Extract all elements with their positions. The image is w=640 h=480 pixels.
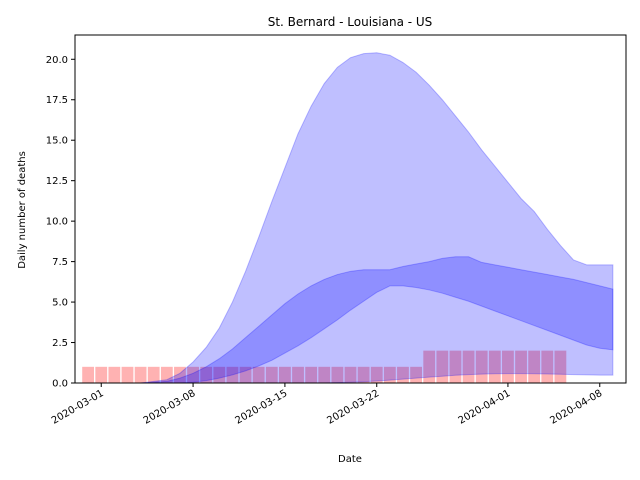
- deaths-bar: [239, 366, 252, 383]
- chart-title: St. Bernard - Louisiana - US: [268, 15, 433, 29]
- deaths-bar: [410, 366, 422, 383]
- deaths-bar: [357, 366, 370, 383]
- x-tick-label: 2020-03-22: [325, 388, 381, 427]
- y-tick-label: 12.5: [46, 176, 68, 187]
- x-tick-label: 2020-03-08: [142, 388, 198, 427]
- y-tick-label: 15.0: [46, 136, 68, 147]
- deaths-bar: [397, 366, 409, 383]
- deaths-bar: [436, 350, 449, 383]
- deaths-bar: [121, 366, 134, 383]
- deaths-bar: [108, 366, 121, 383]
- deaths-bar: [502, 350, 514, 383]
- deaths-bar: [475, 350, 488, 383]
- deaths-bar: [305, 366, 318, 383]
- deaths-bar: [515, 350, 527, 383]
- x-tick-label: 2020-04-08: [548, 388, 604, 427]
- deaths-bar: [147, 366, 160, 383]
- deaths-bar: [82, 366, 95, 383]
- inner-prediction-band: [140, 256, 614, 384]
- deaths-bar: [423, 350, 436, 383]
- deaths-bar: [318, 366, 331, 383]
- x-axis-title: Date: [338, 454, 362, 465]
- y-tick-label: 5.0: [52, 298, 68, 309]
- x-tick-label: 2020-03-01: [50, 388, 106, 427]
- deaths-bar: [528, 350, 541, 383]
- plot-area: [82, 52, 614, 384]
- deaths-bar: [344, 366, 357, 383]
- deaths-bar: [160, 366, 173, 383]
- deaths-bar: [200, 366, 213, 383]
- x-tick-label: 2020-03-15: [234, 388, 290, 427]
- deaths-bar: [279, 366, 291, 383]
- deaths-bar: [95, 366, 108, 383]
- deaths-bar: [252, 366, 265, 383]
- y-tick-label: 2.5: [52, 338, 68, 349]
- deaths-bar: [265, 366, 278, 383]
- deaths-bar: [449, 350, 462, 383]
- deaths-bar: [174, 366, 186, 383]
- y-tick-label: 20.0: [46, 55, 68, 66]
- y-tick-label: 7.5: [52, 257, 68, 268]
- deaths-bar: [331, 366, 344, 383]
- deaths-bar: [554, 350, 567, 383]
- plot-frame: [74, 34, 627, 384]
- x-tick-label: 2020-04-01: [457, 388, 513, 427]
- deaths-bar: [134, 366, 147, 383]
- deaths-bar: [488, 350, 501, 383]
- deaths-bar: [226, 366, 239, 383]
- outer-prediction-band: [140, 52, 614, 384]
- deaths-bar: [187, 366, 199, 383]
- y-tick-label: 0.0: [52, 379, 68, 390]
- deaths-bar: [292, 366, 304, 383]
- deaths-bar: [213, 366, 226, 383]
- deaths-bar: [370, 366, 383, 383]
- deaths-bar: [462, 350, 475, 383]
- deaths-bar: [541, 350, 554, 383]
- y-tick-label: 10.0: [46, 217, 68, 228]
- y-tick-label: 17.5: [46, 95, 68, 106]
- deaths-bar: [383, 366, 396, 383]
- y-axis-title: Daily number of deaths: [17, 151, 28, 269]
